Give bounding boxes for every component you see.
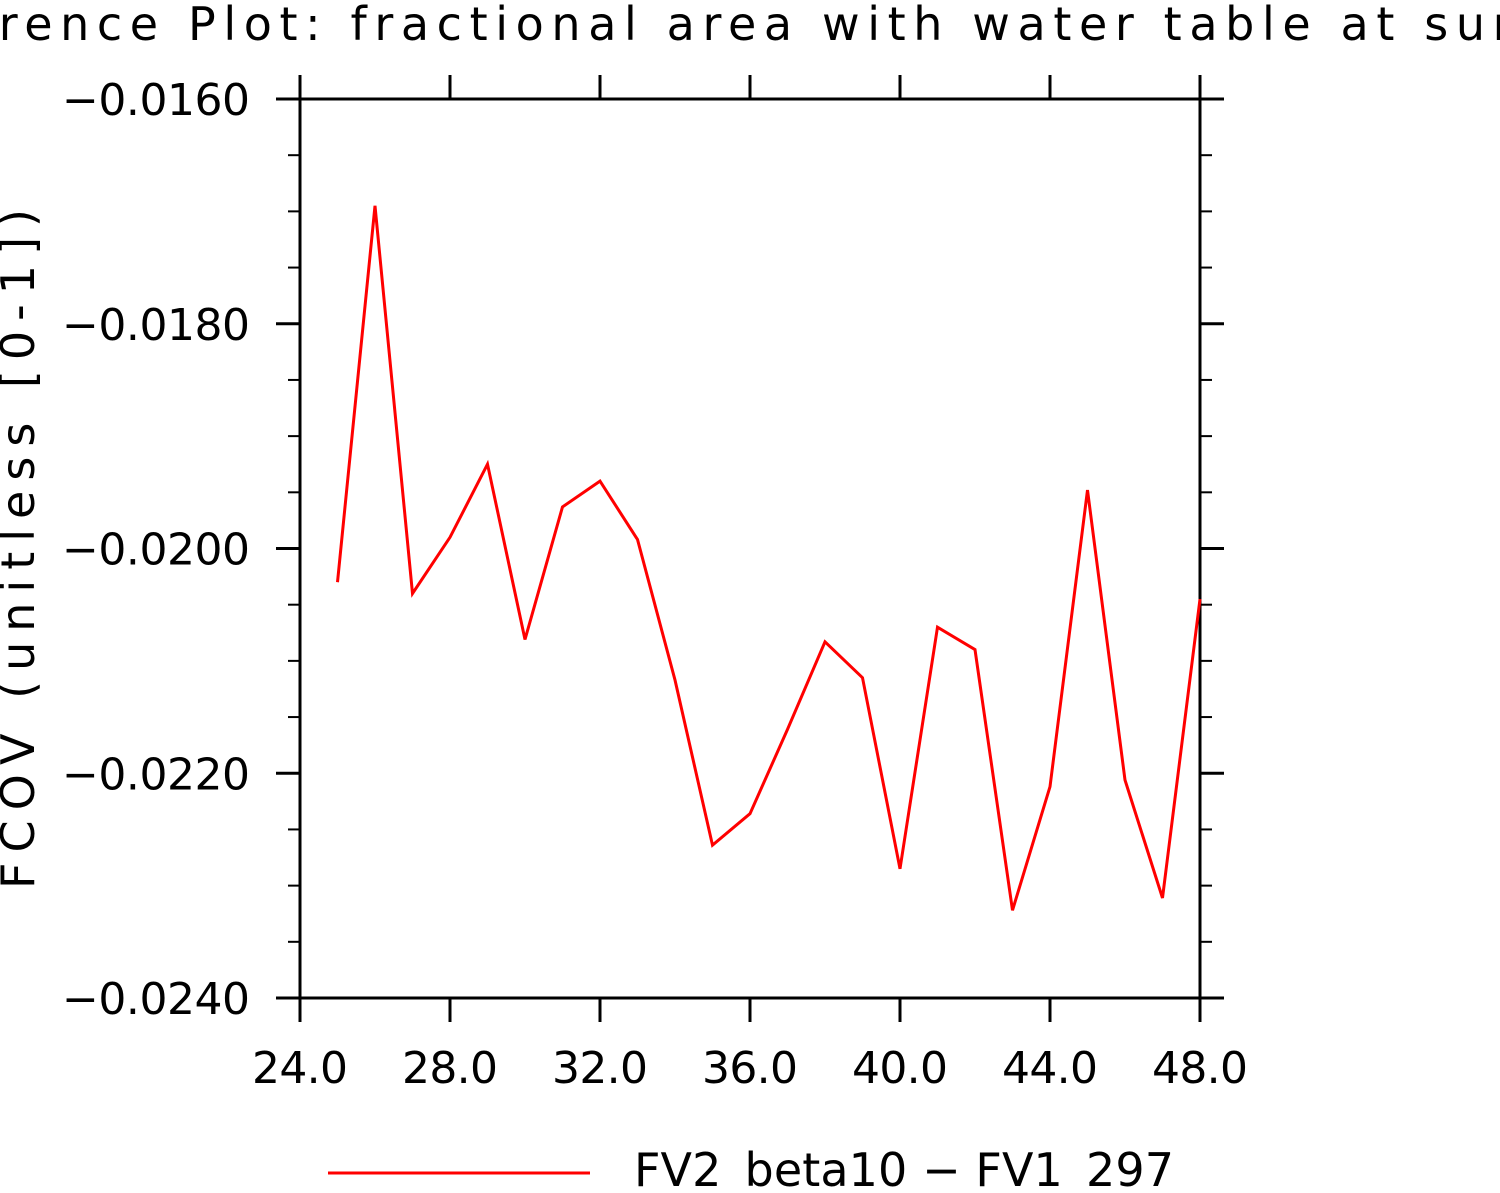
x-tick-label: 44.0 [1002, 1043, 1098, 1094]
legend: FV2_beta10 − FV1_297 [328, 1143, 1174, 1193]
plot-frame [298, 97, 1202, 1000]
y-axis-label: FCOV (unitless [0-1]) [0, 209, 45, 889]
x-tick-label: 28.0 [402, 1043, 498, 1094]
x-tick-label: 32.0 [552, 1043, 648, 1094]
x-tick-label: 36.0 [702, 1043, 798, 1094]
y-tick-label: −0.0200 [62, 525, 250, 576]
y-tick-label: −0.0160 [62, 75, 250, 126]
plot-border [298, 97, 1202, 1000]
y-tick-label: −0.0240 [62, 974, 250, 1025]
legend-series-label: FV2_beta10 − FV1_297 [634, 1143, 1174, 1193]
y-tick-label: −0.0220 [62, 749, 250, 800]
x-tick-label: 48.0 [1152, 1043, 1248, 1094]
y-axis: −0.0160 −0.0180 −0.0200 −0.0220 −0.0240 [62, 75, 1224, 1025]
chart-title: Difference Plot: fractional area with wa… [0, 0, 1500, 51]
x-tick-label: 24.0 [252, 1043, 348, 1094]
y-tick-label: −0.0180 [62, 300, 250, 351]
series-layer [336, 205, 1202, 911]
series-line-0 [336, 205, 1202, 911]
x-tick-label: 40.0 [852, 1043, 948, 1094]
x-axis: 24.0 28.0 32.0 36.0 40.0 44.0 48.0 [252, 75, 1248, 1094]
